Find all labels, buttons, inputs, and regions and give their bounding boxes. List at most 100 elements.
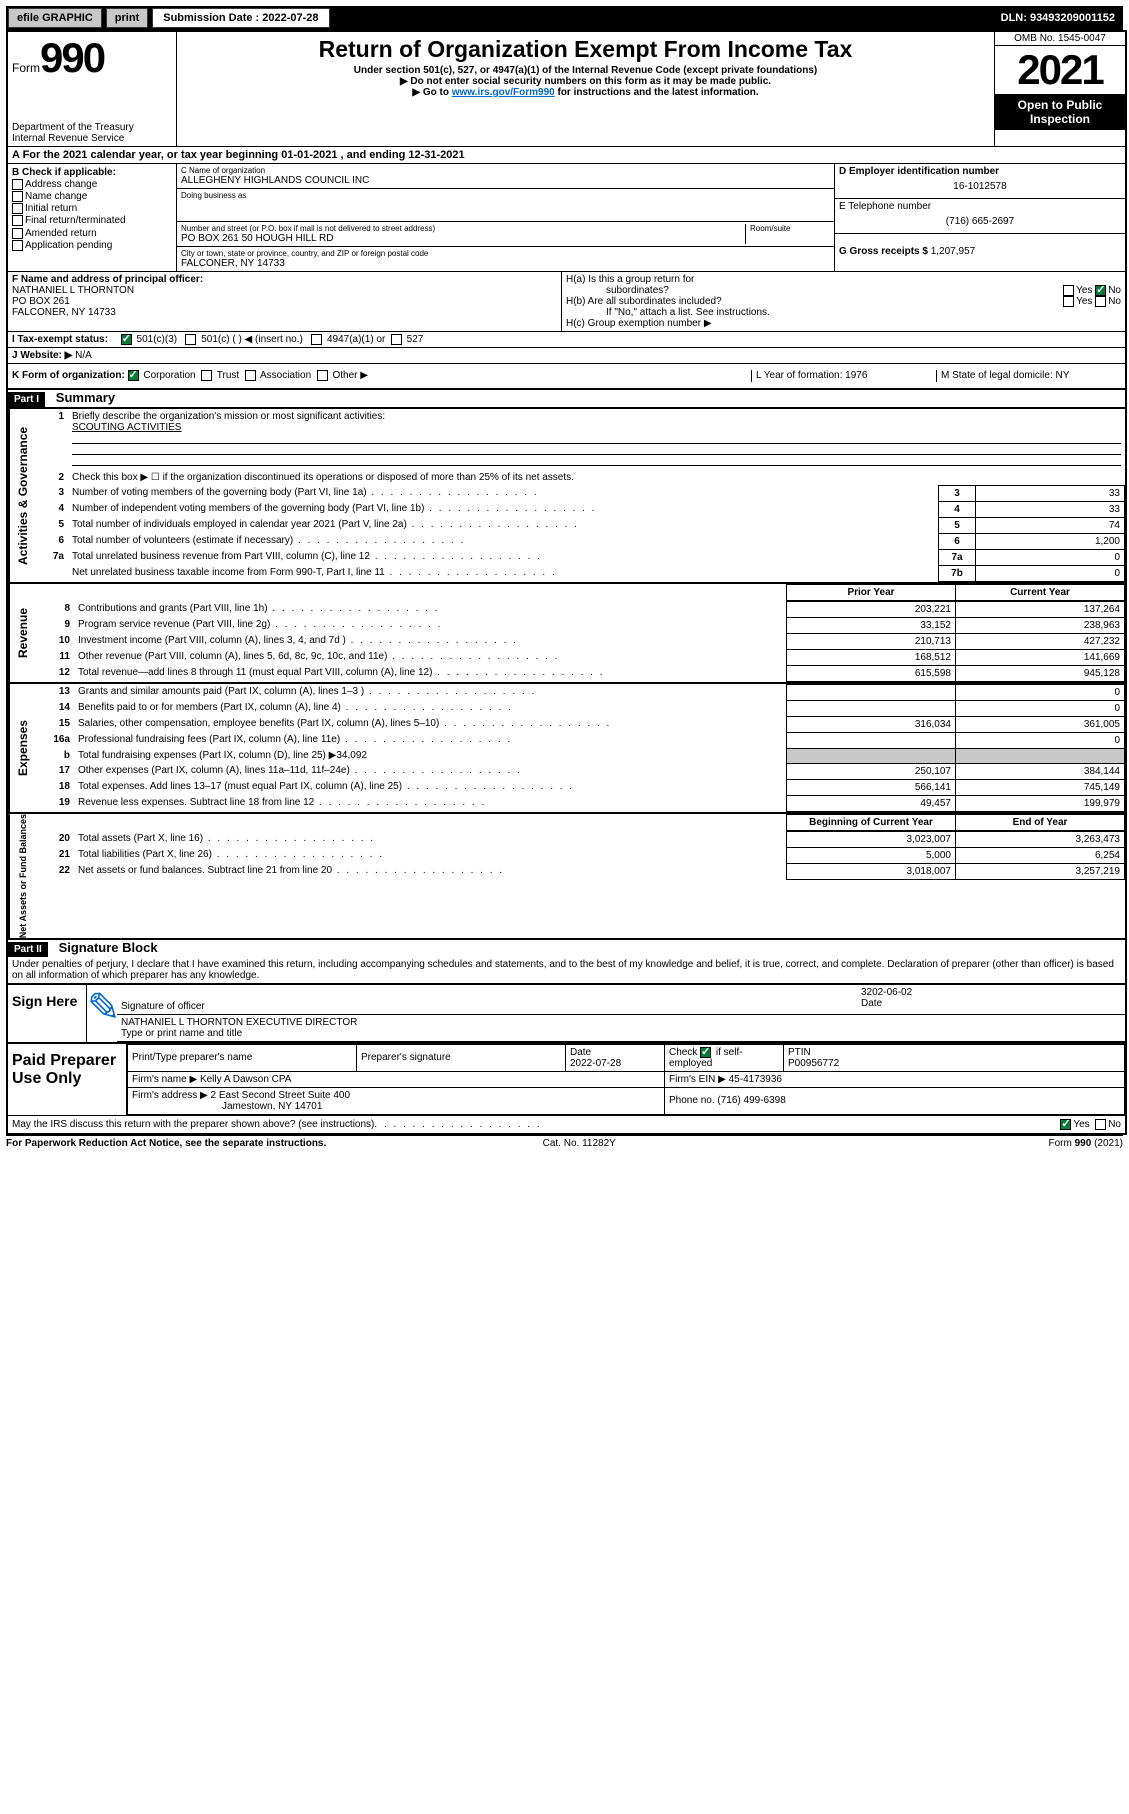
hb-yes-checkbox[interactable] — [1063, 296, 1074, 307]
table-row: 20 Total assets (Part X, line 16) 3,023,… — [36, 831, 1125, 847]
527-checkbox[interactable] — [391, 334, 402, 345]
officer-label: F Name and address of principal officer: — [12, 274, 557, 285]
application-pending-checkbox[interactable] — [12, 240, 23, 251]
sig-date-value: 3202-06-02 — [861, 987, 1121, 998]
warning-line: ▶ Do not enter social security numbers o… — [179, 76, 992, 87]
discuss-no-checkbox[interactable] — [1095, 1119, 1106, 1130]
501c3-checkbox[interactable] — [121, 334, 132, 345]
goto-post: for instructions and the latest informat… — [555, 87, 759, 98]
table-row: 22 Net assets or fund balances. Subtract… — [36, 863, 1125, 879]
ha-no-checkbox[interactable] — [1095, 285, 1106, 296]
table-row: 17 Other expenses (Part IX, column (A), … — [36, 763, 1125, 779]
efile-button[interactable]: efile GRAPHIC — [8, 8, 102, 28]
other-checkbox[interactable] — [317, 370, 328, 381]
end-year-hdr: End of Year — [956, 814, 1125, 830]
gross-label: G Gross receipts $ — [839, 246, 928, 257]
discuss-label: May the IRS discuss this return with the… — [12, 1119, 374, 1130]
501c-checkbox[interactable] — [185, 334, 196, 345]
amended-return-checkbox[interactable] — [12, 228, 23, 239]
table-row: 12 Total revenue—add lines 8 through 11 … — [36, 665, 1125, 681]
sign-here-label: Sign Here — [8, 985, 87, 1042]
street-value: PO BOX 261 50 HOUGH HILL RD — [181, 233, 745, 244]
part2-title: Signature Block — [59, 940, 158, 955]
current-year-hdr: Current Year — [956, 584, 1125, 600]
assoc-checkbox[interactable] — [245, 370, 256, 381]
part2-header: Part II — [8, 942, 48, 957]
table-row: 11 Other revenue (Part VIII, column (A),… — [36, 649, 1125, 665]
officer-addr1: PO BOX 261 — [12, 296, 557, 307]
officer-addr2: FALCONER, NY 14733 — [12, 307, 557, 318]
table-row: 19 Revenue less expenses. Subtract line … — [36, 795, 1125, 811]
box-b-title: B Check if applicable: — [12, 167, 172, 178]
dept-label: Department of the Treasury — [12, 122, 172, 133]
cat-number: Cat. No. 11282Y — [543, 1138, 616, 1149]
phone-label: E Telephone number — [839, 201, 1121, 212]
omb-number: OMB No. 1545-0047 — [995, 32, 1125, 46]
hb-no-checkbox[interactable] — [1095, 296, 1106, 307]
form-container: Form 990 Department of the Treasury Inte… — [6, 30, 1127, 1135]
address-change-checkbox[interactable] — [12, 179, 23, 190]
org-name-label: C Name of organization — [181, 166, 830, 175]
side-netassets: Net Assets or Fund Balances — [8, 814, 36, 938]
state-domicile: M State of legal domicile: NY — [936, 370, 1121, 381]
print-button[interactable]: print — [106, 8, 148, 28]
open-inspection: Open to Public Inspection — [995, 94, 1125, 130]
city-label: City or town, state or province, country… — [181, 249, 830, 258]
mission-text: SCOUTING ACTIVITIES — [72, 422, 181, 433]
ha-label: H(a) Is this a group return for — [566, 274, 694, 285]
table-row: 5 Total number of individuals employed i… — [36, 517, 1125, 533]
side-revenue: Revenue — [8, 584, 36, 682]
q1-label: Briefly describe the organization's miss… — [72, 411, 385, 422]
period-line: A For the 2021 calendar year, or tax yea… — [8, 146, 1125, 163]
j-label: J Website: ▶ — [12, 350, 72, 361]
hb-label: H(b) Are all subordinates included? — [566, 296, 722, 307]
irs-label: Internal Revenue Service — [12, 133, 172, 144]
final-return-checkbox[interactable] — [12, 215, 23, 226]
table-row: 18 Total expenses. Add lines 13–17 (must… — [36, 779, 1125, 795]
initial-return-checkbox[interactable] — [12, 203, 23, 214]
sig-date-label: Date — [861, 998, 1121, 1009]
irs-link[interactable]: www.irs.gov/Form990 — [452, 87, 555, 98]
table-row: 4 Number of independent voting members o… — [36, 501, 1125, 517]
i-label: I Tax-exempt status: — [12, 334, 108, 345]
table-row: 15 Salaries, other compensation, employe… — [36, 716, 1125, 732]
street-label: Number and street (or P.O. box if mail i… — [181, 224, 745, 233]
hc-label: H(c) Group exemption number ▶ — [566, 318, 1121, 329]
form-number: 990 — [40, 34, 104, 82]
table-row: Net unrelated business taxable income fr… — [36, 565, 1125, 581]
sig-officer-label: Signature of officer — [121, 1001, 853, 1012]
gross-value: 1,207,957 — [931, 246, 976, 257]
pen-icon: ✎ — [87, 985, 117, 1042]
k-label: K Form of organization: — [12, 371, 125, 382]
ha-label2: subordinates? — [606, 285, 669, 296]
begin-year-hdr: Beginning of Current Year — [787, 814, 956, 830]
top-toolbar: efile GRAPHIC print Submission Date : 20… — [6, 6, 1123, 30]
paid-preparer-label: Paid Preparer Use Only — [8, 1044, 127, 1115]
declaration-text: Under penalties of perjury, I declare th… — [8, 957, 1125, 983]
table-row: b Total fundraising expenses (Part IX, c… — [36, 748, 1125, 763]
submission-date: Submission Date : 2022-07-28 — [152, 8, 329, 28]
table-row: 3 Number of voting members of the govern… — [36, 485, 1125, 501]
corp-checkbox[interactable] — [128, 370, 139, 381]
form-footer: Form 990 (2021) — [1049, 1138, 1123, 1149]
phone-value: (716) 665-2697 — [839, 212, 1121, 231]
table-row: 21 Total liabilities (Part X, line 26) 5… — [36, 847, 1125, 863]
form-label: Form — [12, 61, 40, 75]
self-employed-checkbox[interactable] — [700, 1047, 711, 1058]
name-title-label: Type or print name and title — [121, 1028, 1121, 1039]
part1-title: Summary — [56, 390, 115, 405]
name-change-checkbox[interactable] — [12, 191, 23, 202]
trust-checkbox[interactable] — [201, 370, 212, 381]
4947-checkbox[interactable] — [311, 334, 322, 345]
form-title: Return of Organization Exempt From Incom… — [179, 36, 992, 63]
prior-year-hdr: Prior Year — [787, 584, 956, 600]
table-row: 8 Contributions and grants (Part VIII, l… — [36, 601, 1125, 617]
discuss-yes-checkbox[interactable] — [1060, 1119, 1071, 1130]
ha-yes-checkbox[interactable] — [1063, 285, 1074, 296]
paperwork-notice: For Paperwork Reduction Act Notice, see … — [6, 1138, 326, 1149]
table-row: 13 Grants and similar amounts paid (Part… — [36, 684, 1125, 700]
side-expenses: Expenses — [8, 684, 36, 812]
dba-label: Doing business as — [181, 191, 830, 200]
website-value: N/A — [75, 350, 92, 361]
city-value: FALCONER, NY 14733 — [181, 258, 830, 269]
